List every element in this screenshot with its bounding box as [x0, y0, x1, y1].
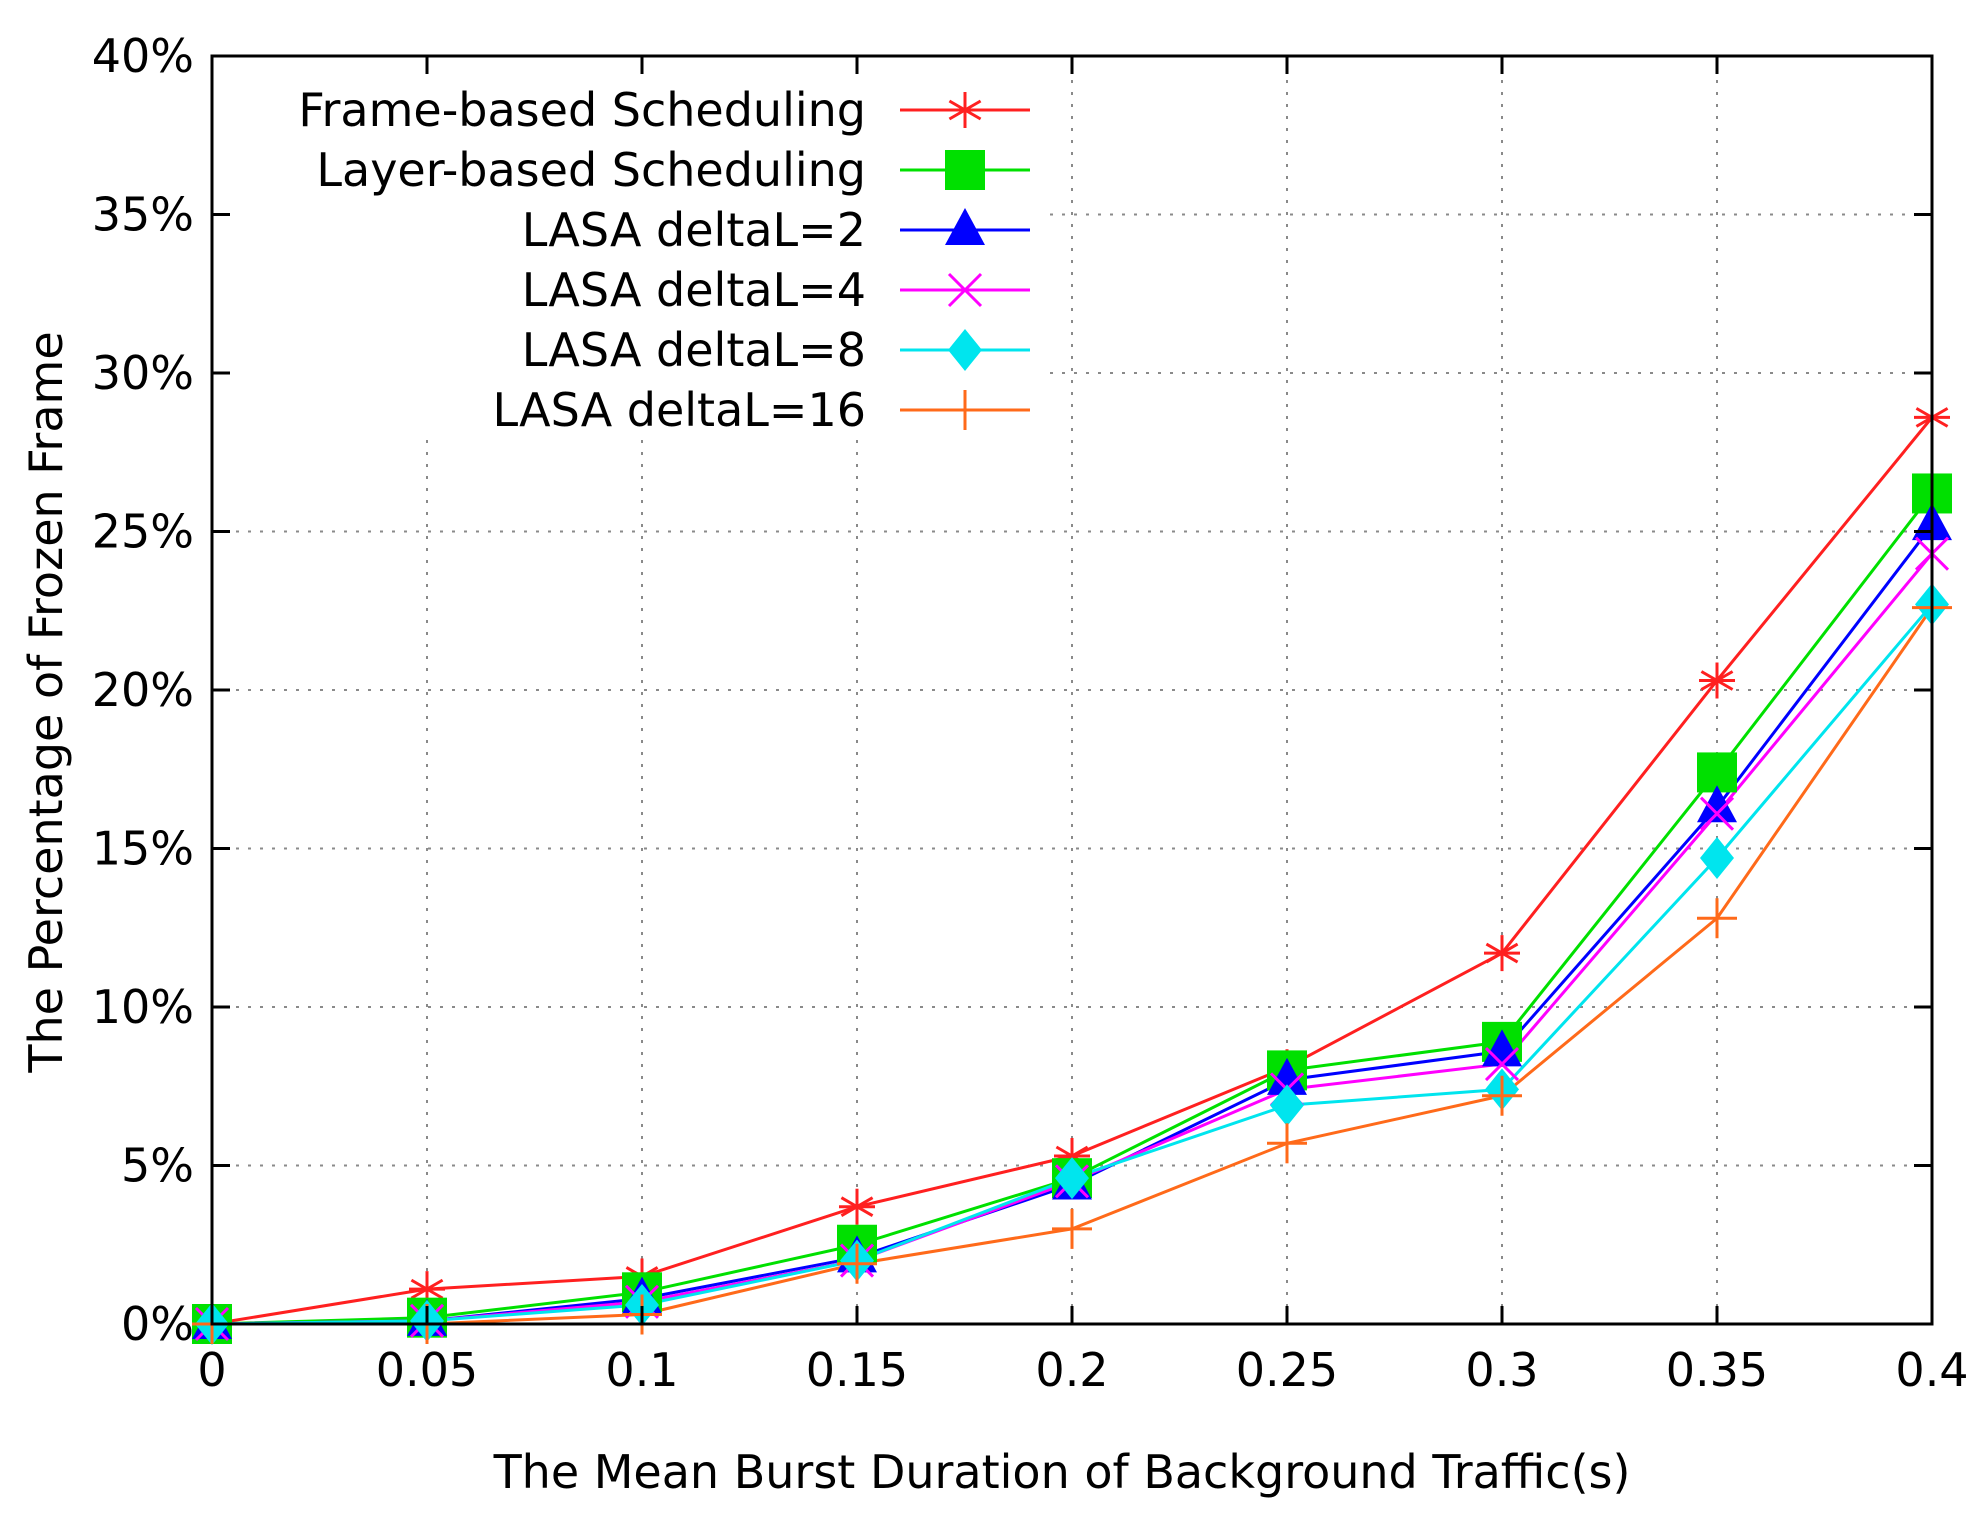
legend-marker-lasa-deltal-16: [945, 390, 985, 430]
x-tick-label: 0.25: [1236, 1343, 1338, 1397]
x-tick-label: 0.2: [1035, 1343, 1108, 1397]
legend-marker-lasa-deltal-4: [947, 272, 983, 308]
axis-ticks: [210, 54, 1934, 1326]
legend-label-frame-based-scheduling: Frame-based Scheduling: [298, 83, 866, 137]
legend: Frame-based Scheduling Layer-based Schedu…: [298, 83, 1030, 437]
tick-labels: 0% 5% 10% 15% 20% 25% 30% 35% 40% 0 0.05 0.1 0.15 0.2…: [92, 29, 1969, 1397]
data-point-frame-based-scheduling: [1484, 935, 1520, 972]
data-point-lasa-deltal-16: [1052, 1208, 1092, 1249]
data-point-lasa-deltal-2: [1267, 1057, 1307, 1095]
y-tick-label: 5%: [121, 1139, 194, 1193]
data-point-lasa-deltal-4: [1699, 796, 1735, 831]
y-tick-label: 30%: [92, 346, 194, 400]
x-tick-label: 0.1: [605, 1343, 678, 1397]
data-point-lasa-deltal-16: [1482, 1075, 1522, 1116]
y-axis-label: The Percentage of Frozen Frame: [19, 331, 73, 1073]
x-axis-label: The Mean Burst Duration of Background Tr…: [493, 1445, 1631, 1499]
data-point-frame-based-scheduling: [839, 1188, 875, 1225]
legend-marker-lasa-deltal-2: [945, 208, 985, 245]
x-tick-label: 0.05: [376, 1343, 478, 1397]
legend-marker-layer-based-scheduling: [945, 150, 985, 190]
data-point-lasa-deltal-8: [1055, 1157, 1089, 1200]
data-point-lasa-deltal-16: [837, 1243, 877, 1284]
data-point-lasa-deltal-16: [1697, 898, 1737, 939]
legend-label-lasa-deltal-8: LASA deltaL=8: [522, 323, 866, 377]
legend-label-layer-based-scheduling: Layer-based Scheduling: [316, 143, 866, 197]
y-tick-label: 10%: [92, 980, 194, 1034]
data-point-lasa-deltal-4: [1484, 1046, 1520, 1082]
x-tick-label: 0: [197, 1343, 226, 1397]
y-tick-label: 25%: [92, 505, 194, 559]
y-tick-label: 0%: [121, 1297, 194, 1351]
legend-marker-frame-based-scheduling: [947, 92, 983, 128]
y-tick-label: 15%: [92, 822, 194, 876]
data-point-lasa-deltal-2: [1697, 785, 1737, 823]
y-tick-label: 40%: [92, 29, 194, 83]
legend-label-lasa-deltal-2: LASA deltaL=2: [522, 203, 866, 257]
legend-marker-lasa-deltal-8: [948, 329, 982, 371]
data-point-lasa-deltal-2: [1482, 1029, 1522, 1067]
legend-label-lasa-deltal-4: LASA deltaL=4: [522, 263, 866, 317]
y-tick-label: 35%: [92, 188, 194, 242]
x-tick-label: 0.3: [1465, 1343, 1538, 1397]
data-point-lasa-deltal-16: [1267, 1123, 1307, 1164]
x-tick-label: 0.35: [1666, 1343, 1768, 1397]
x-tick-label: 0.15: [806, 1343, 908, 1397]
x-tick-label: 0.4: [1895, 1343, 1968, 1397]
data-point-frame-based-scheduling: [1699, 662, 1735, 699]
legend-label-lasa-deltal-16: LASA deltaL=16: [492, 383, 866, 437]
data-point-lasa-deltal-8: [1700, 837, 1734, 880]
y-tick-label: 20%: [92, 663, 194, 717]
data-point-lasa-deltal-8: [1270, 1084, 1304, 1127]
